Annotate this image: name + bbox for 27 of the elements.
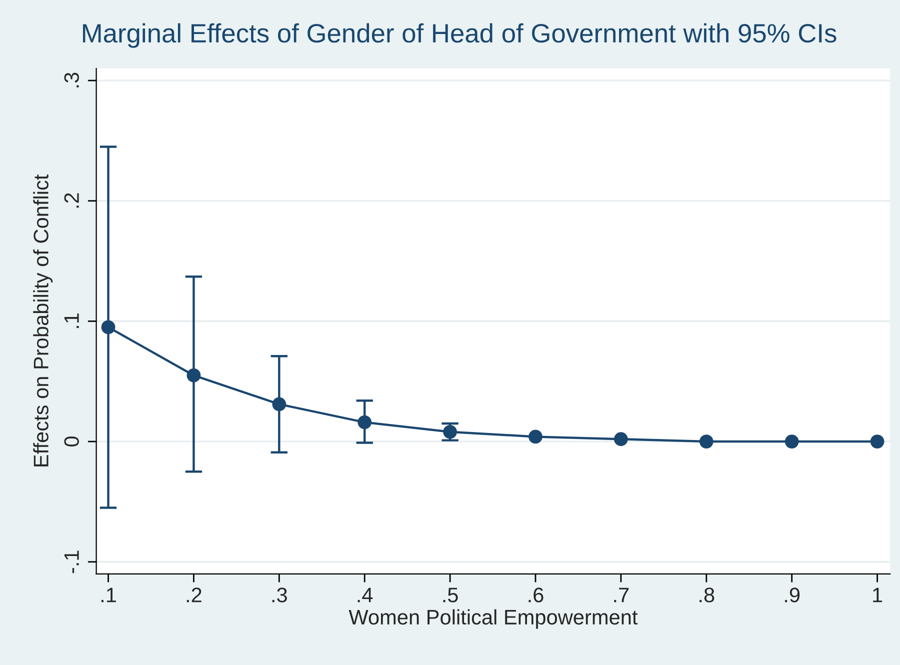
point: [528, 430, 542, 444]
x-tick-label: .7: [614, 588, 629, 602]
x-tick-label: .2: [186, 588, 202, 602]
x-tick-label: .4: [358, 588, 373, 602]
point: [699, 434, 714, 448]
x-tick-label: .5: [443, 588, 458, 602]
x-tick-label: .1: [101, 588, 116, 602]
y-tick-label: -.1: [64, 550, 79, 574]
x-tick-label: .9: [785, 588, 800, 602]
x-tick-label: .6: [528, 588, 544, 602]
y-tick-label: 0: [64, 436, 79, 447]
y-tick-label: .1: [64, 314, 79, 328]
chart-title: Marginal Effects of Gender of Head of Government with 95% CIs: [83, 23, 836, 48]
point: [784, 434, 799, 448]
x-tick-label: 1: [873, 588, 882, 602]
x-tick-label: .3: [272, 588, 287, 602]
y-tick-label: .3: [64, 72, 79, 88]
y-tick-label: .2: [64, 193, 79, 208]
x-tick-label: .8: [700, 588, 714, 602]
point: [614, 432, 628, 446]
point: [358, 415, 372, 430]
x-axis-title: Women Political Empowerment: [348, 609, 638, 629]
y-axis-title: Effects on Probability of Conflict: [33, 174, 53, 466]
point: [870, 434, 884, 448]
point: [272, 397, 286, 412]
point: [186, 368, 201, 382]
point: [101, 320, 116, 334]
